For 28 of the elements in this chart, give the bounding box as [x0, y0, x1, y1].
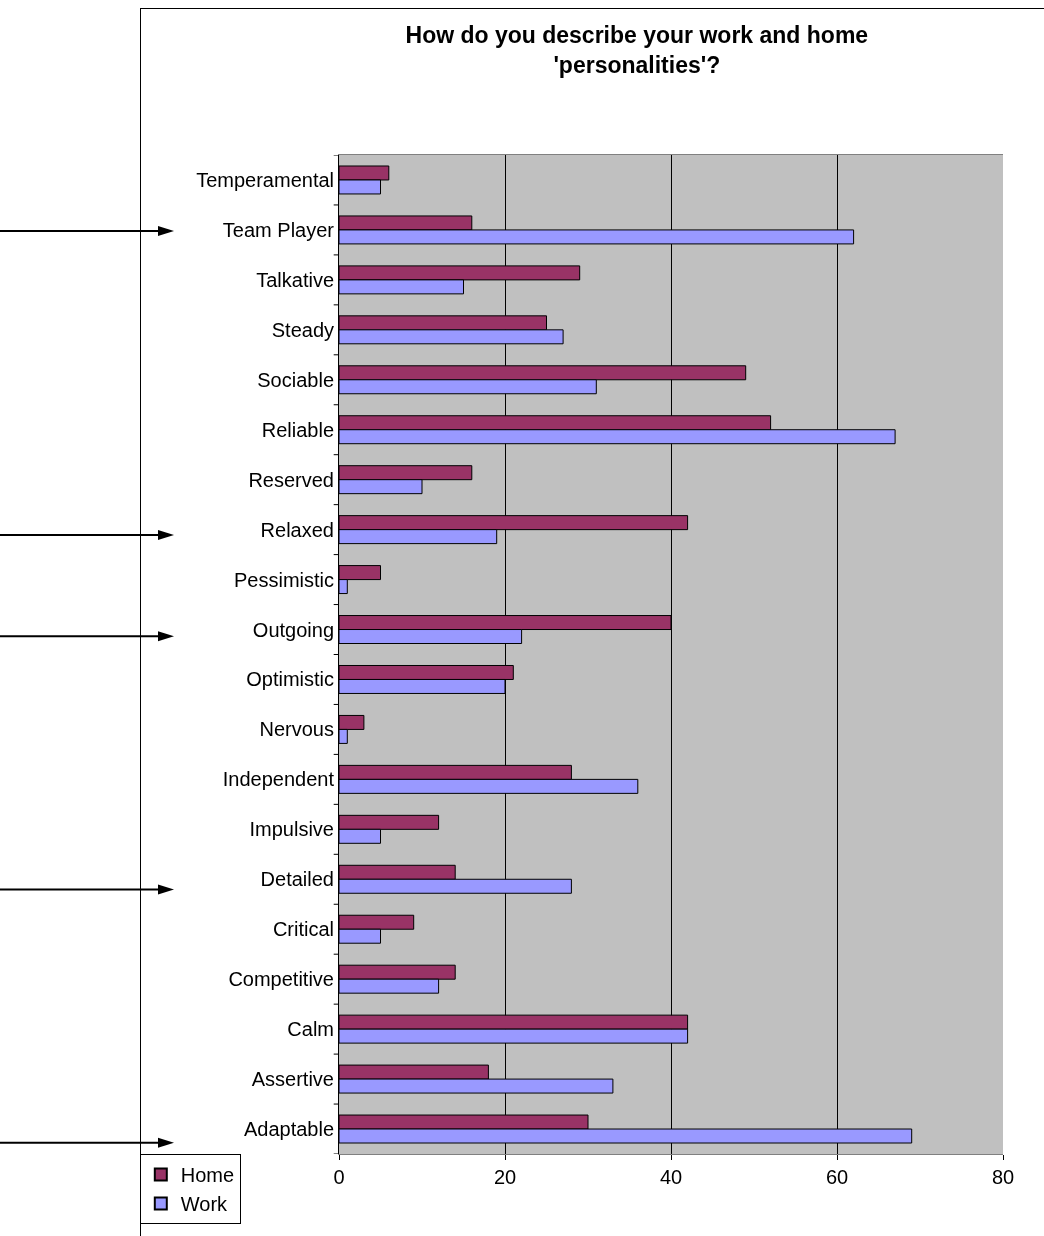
y-tick-label: Temperamental — [196, 168, 334, 191]
x-tick-label: 20 — [493, 1166, 517, 1188]
x-tick-label: 0 — [333, 1166, 345, 1188]
y-tick-label: Relaxed — [260, 518, 334, 541]
y-tick-label: Nervous — [259, 718, 334, 741]
y-tick-label: Impulsive — [249, 818, 334, 841]
y-tick-label: Talkative — [256, 268, 334, 291]
y-tick-label: Reliable — [261, 418, 334, 441]
y-tick-label: Adaptable — [243, 1118, 334, 1141]
y-tick-label: Sociable — [257, 368, 334, 391]
x-tick-label: 60 — [825, 1166, 849, 1188]
y-tick-label: Assertive — [251, 1068, 334, 1091]
x-tick-label: 40 — [659, 1166, 683, 1188]
y-tick-label: Calm — [287, 1018, 334, 1041]
chart-title: How do you describe your work and home 'personalities'? — [405, 22, 869, 79]
y-tick-label: Critical — [272, 918, 334, 941]
y-tick-label: Steady — [271, 318, 334, 341]
legend-label: Home — [180, 1164, 235, 1187]
x-tick-label: 80 — [991, 1166, 1015, 1188]
y-tick-label: Independent — [222, 768, 335, 791]
y-tick-label: Team Player — [222, 218, 335, 241]
y-tick-label: Detailed — [260, 868, 334, 891]
legend-label: Work — [180, 1193, 229, 1216]
y-tick-label: Competitive — [228, 968, 334, 991]
y-tick-label: Outgoing — [252, 618, 334, 641]
y-tick-label: Optimistic — [246, 668, 334, 691]
y-tick-label: Reserved — [248, 468, 334, 491]
y-tick-label: Pessimistic — [233, 568, 334, 591]
